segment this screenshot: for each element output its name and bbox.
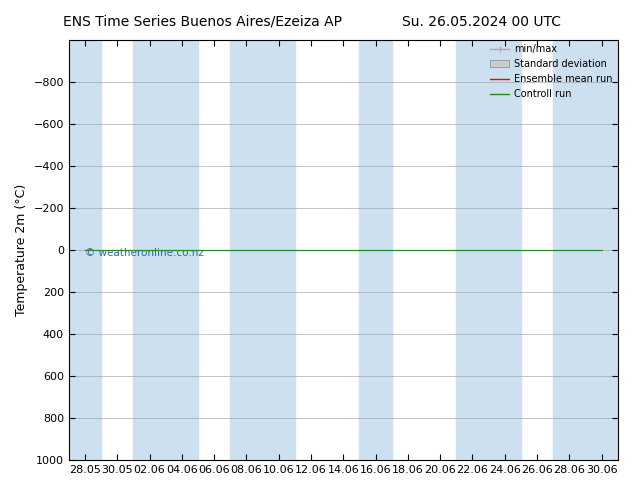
Bar — [359, 40, 392, 460]
Bar — [69, 40, 101, 460]
Y-axis label: Temperature 2m (°C): Temperature 2m (°C) — [15, 184, 28, 316]
Text: Su. 26.05.2024 00 UTC: Su. 26.05.2024 00 UTC — [403, 15, 561, 29]
Bar — [553, 40, 618, 460]
Bar — [134, 40, 198, 460]
Text: ENS Time Series Buenos Aires/Ezeiza AP: ENS Time Series Buenos Aires/Ezeiza AP — [63, 15, 342, 29]
Bar — [456, 40, 521, 460]
Legend: min/max, Standard deviation, Ensemble mean run, Controll run: min/max, Standard deviation, Ensemble me… — [487, 42, 616, 102]
Bar — [230, 40, 295, 460]
Text: © weatheronline.co.nz: © weatheronline.co.nz — [86, 248, 204, 258]
